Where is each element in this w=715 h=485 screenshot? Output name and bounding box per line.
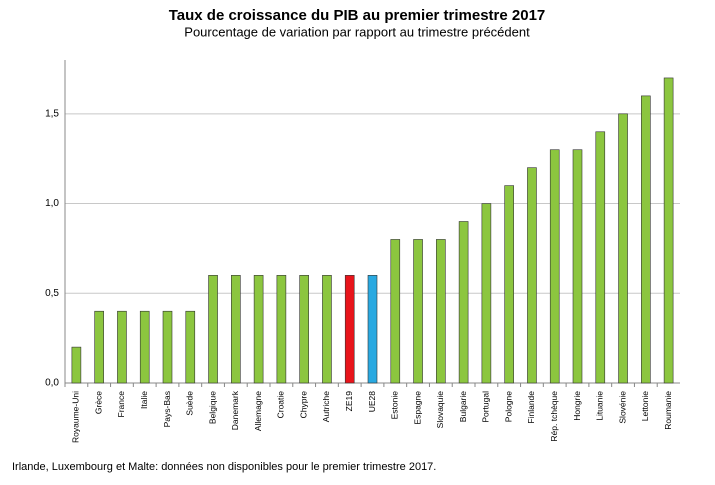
x-tick-label: France — [116, 391, 126, 418]
bar — [481, 203, 492, 384]
x-tick-label: Finlande — [526, 391, 536, 424]
bar — [504, 185, 514, 384]
bar — [162, 310, 173, 384]
y-tick-label: 0,0 — [45, 378, 59, 389]
bar — [185, 310, 196, 384]
bar — [231, 275, 241, 384]
x-tick-label: Danemark — [230, 390, 240, 430]
footnote: Irlande, Luxembourg et Malte: données no… — [12, 461, 436, 473]
bar — [595, 131, 606, 384]
y-tick-label: 0,5 — [45, 288, 59, 299]
x-tick-label: Slovénie — [617, 391, 627, 424]
x-tick-label: Bulgarie — [458, 391, 468, 422]
bar — [253, 275, 264, 384]
x-tick-label: Pologne — [503, 391, 513, 422]
x-tick-label: Royaume-Uni — [71, 391, 81, 443]
x-tick-label: Grèce — [93, 391, 103, 414]
x-tick-label: Croatie — [276, 391, 286, 419]
x-tick-label: Pays-Bas — [162, 391, 172, 427]
bar — [549, 149, 560, 384]
x-tick-label: Hongrie — [572, 391, 582, 421]
bar — [208, 275, 218, 384]
x-tick-label: Autriche — [321, 391, 331, 422]
bar — [117, 310, 127, 384]
bar — [436, 239, 446, 384]
x-tick-label: Lettonie — [640, 391, 650, 422]
bar — [641, 95, 651, 384]
bar — [390, 239, 401, 384]
bar — [413, 239, 423, 384]
x-tick-label: Roumanie — [663, 391, 673, 430]
x-tick-label: Portugal — [481, 391, 491, 423]
bar — [527, 167, 537, 384]
bar — [139, 310, 150, 384]
x-tick-label: Rép. tchèque — [549, 391, 559, 442]
bar — [458, 221, 469, 384]
bar — [572, 149, 583, 384]
bar — [322, 275, 332, 384]
x-tick-label: Suède — [185, 391, 195, 416]
bar — [94, 310, 104, 384]
x-tick-label: UE28 — [367, 391, 377, 413]
bar — [367, 275, 378, 384]
chart-title: Taux de croissance du PIB au premier tri… — [169, 7, 546, 24]
x-tick-label: Chypre — [298, 391, 308, 419]
x-tick-label: Italie — [139, 391, 149, 409]
bar — [71, 346, 82, 384]
x-tick-label: Estonie — [390, 391, 400, 420]
bar — [344, 275, 355, 384]
chart-subtitle: Pourcentage de variation par rapport au … — [184, 24, 530, 39]
x-tick-label: ZE19 — [344, 391, 354, 412]
bar — [276, 275, 287, 384]
x-tick-label: Allemagne — [253, 391, 263, 431]
x-tick-label: Lituanie — [595, 391, 605, 421]
bar — [299, 275, 309, 384]
bar — [663, 77, 674, 384]
x-tick-label: Belgique — [207, 391, 217, 424]
y-tick-label: 1,0 — [45, 198, 59, 209]
y-tick-label: 1,5 — [45, 108, 59, 119]
x-tick-label: Slovaquie — [435, 391, 445, 429]
x-tick-label: Espagne — [412, 391, 422, 425]
bar — [618, 113, 628, 384]
